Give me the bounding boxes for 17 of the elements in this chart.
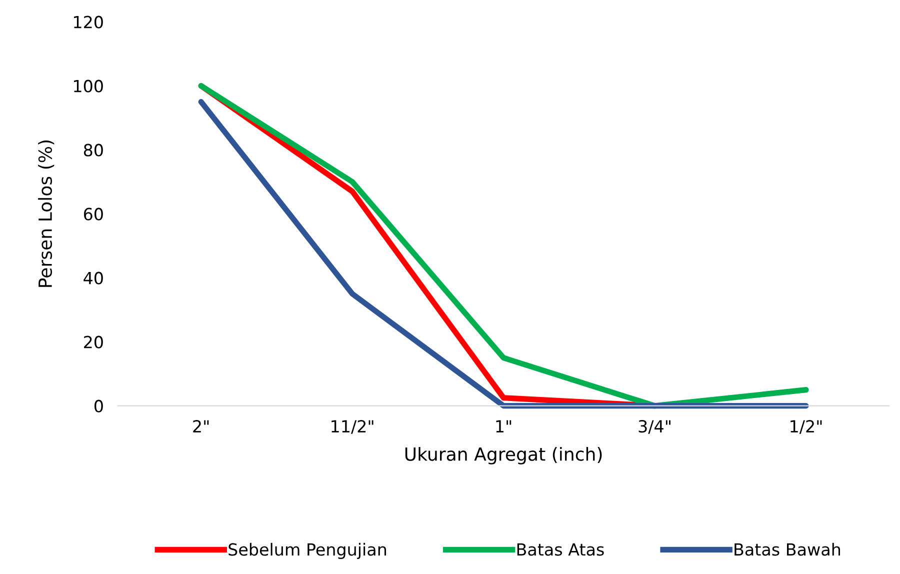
x-axis-title: Ukuran Agregat (inch) <box>405 446 602 464</box>
x-tick-label: 3/4" <box>638 420 670 434</box>
y-tick-label: 120 <box>74 16 103 28</box>
y-tick-label: 20 <box>84 336 103 348</box>
y-axis-title: Persen Lolos (%) <box>38 140 54 287</box>
y-tick-label: 80 <box>84 144 103 156</box>
x-tick-label: 1/2" <box>790 420 822 434</box>
y-tick-label: 60 <box>84 208 103 220</box>
y-tick-label: 100 <box>74 80 103 92</box>
legend-label: Batas Bawah <box>734 542 840 556</box>
x-tick-label: 2" <box>193 420 209 432</box>
x-tick-label: 1" <box>496 420 512 432</box>
y-tick-label: 40 <box>84 272 103 284</box>
legend-label: Batas Atas <box>517 543 604 556</box>
x-tick-label: 11/2" <box>332 420 374 434</box>
legend-label: Sebelum Pengujian <box>228 542 386 559</box>
y-tick-label: 0 <box>94 400 103 412</box>
